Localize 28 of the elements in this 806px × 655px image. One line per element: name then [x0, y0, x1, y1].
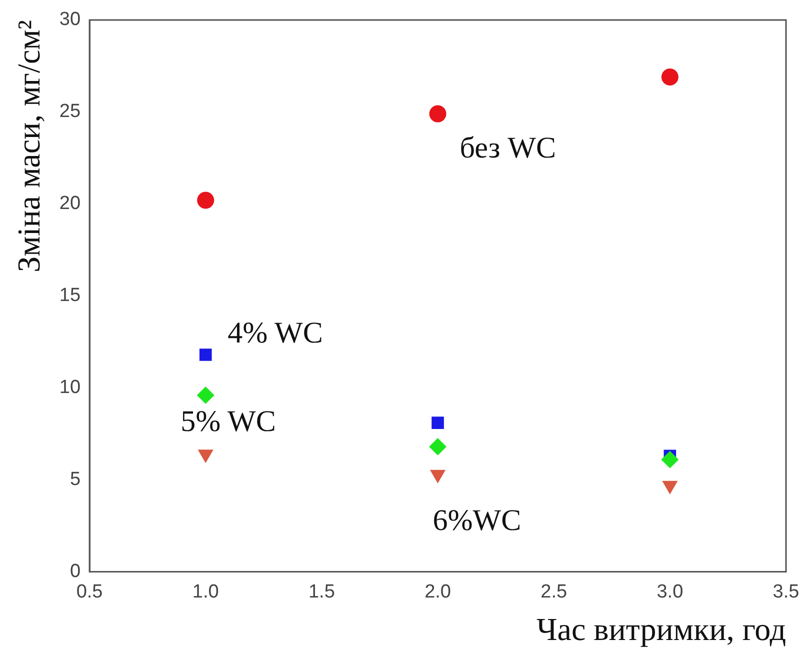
- x-tick-label: 2.0: [424, 581, 451, 602]
- y-tick-label: 20: [59, 193, 81, 214]
- y-tick-label: 0: [70, 561, 81, 582]
- x-tick-label: 3.0: [656, 581, 684, 602]
- x-tick-label: 3.5: [772, 581, 800, 602]
- point: [197, 192, 214, 209]
- x-tick-label: 1.5: [308, 581, 335, 602]
- point: [661, 451, 678, 468]
- y-tick-label: 30: [59, 9, 81, 30]
- series-label: 5% WC: [180, 405, 276, 438]
- y-tick-label: 10: [59, 377, 81, 398]
- series-label: без WC: [460, 132, 556, 165]
- y-axis-title: Зміна маси, мг/см²: [10, 20, 47, 272]
- y-tick-label: 25: [59, 101, 81, 122]
- point: [199, 348, 212, 361]
- x-tick-label: 2.5: [540, 581, 568, 602]
- x-axis-title: Час витримки, год: [536, 611, 786, 648]
- point: [432, 416, 444, 429]
- x-tick-label: 1.0: [192, 581, 219, 602]
- series-label: 6%WC: [432, 504, 522, 538]
- point: [429, 438, 446, 456]
- y-tick-label: 15: [59, 285, 81, 306]
- x-tick-label: 0.5: [76, 581, 103, 602]
- y-tick-label: 5: [70, 469, 81, 490]
- point: [197, 386, 214, 404]
- series-label: 4% WC: [228, 316, 323, 350]
- point: [661, 68, 678, 86]
- point: [429, 105, 446, 122]
